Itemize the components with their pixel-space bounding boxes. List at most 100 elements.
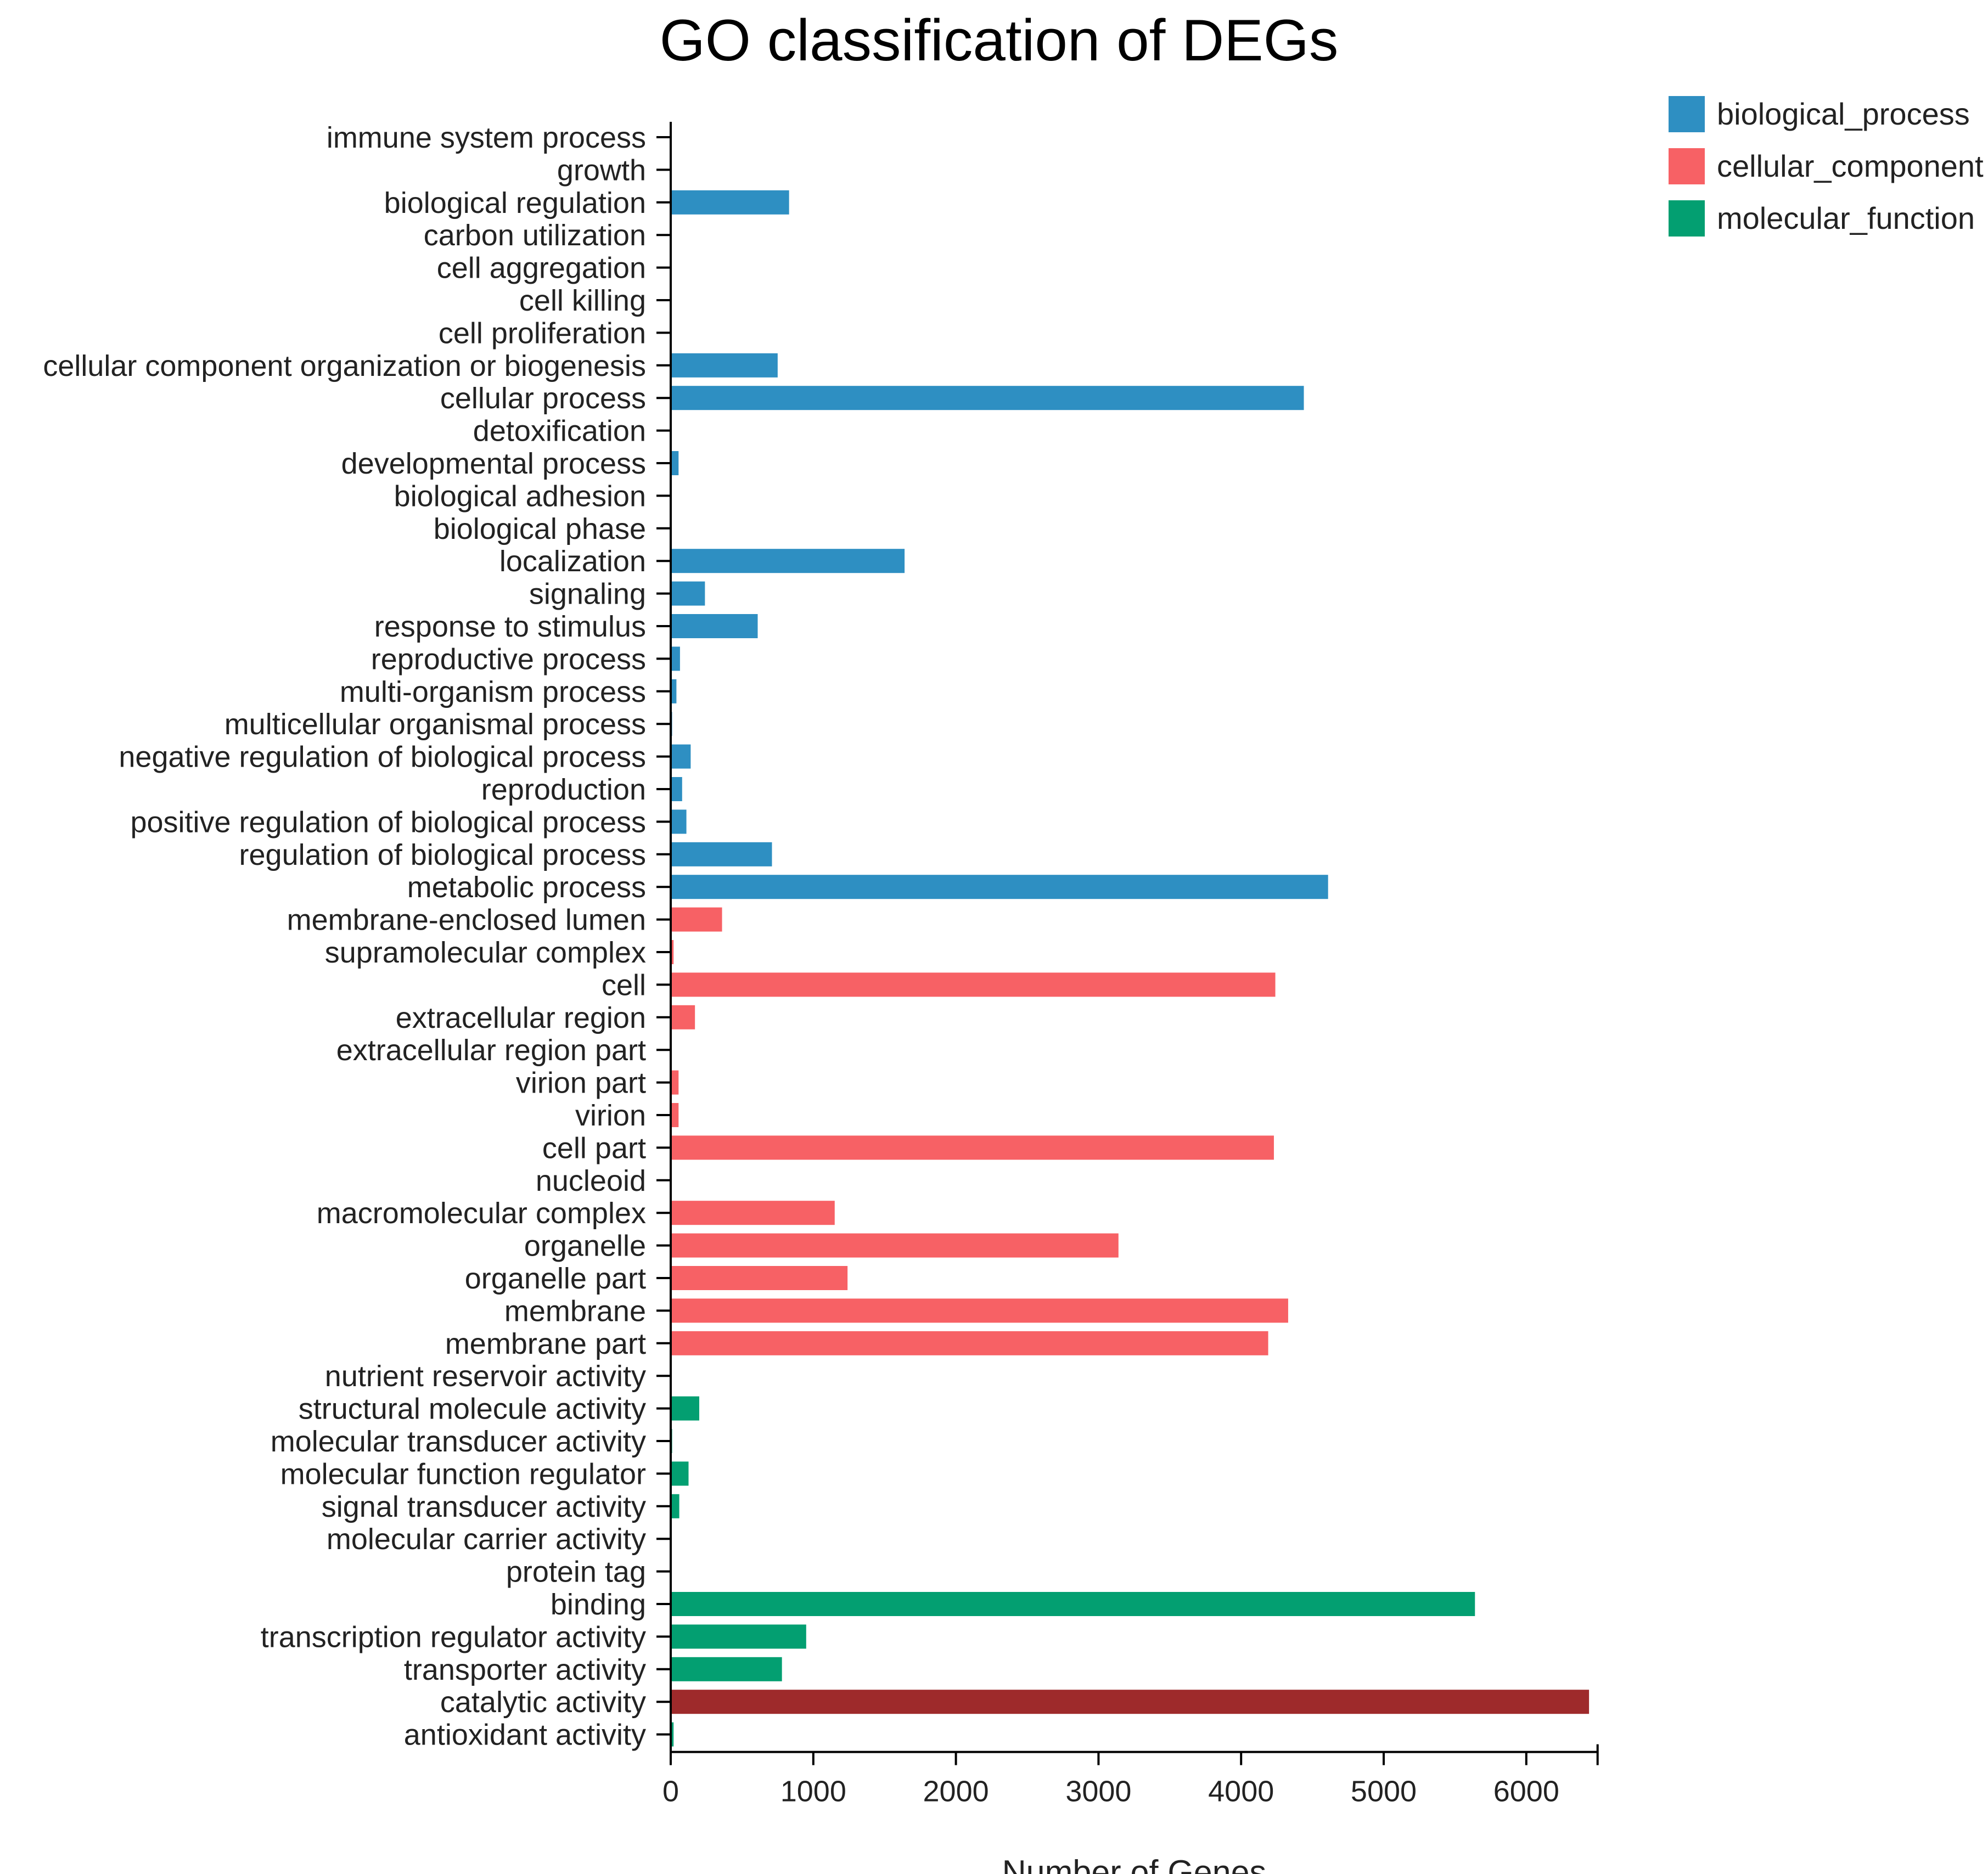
bar-11 [671,451,679,475]
bar-40 [671,1396,699,1421]
bar-15 [671,581,705,606]
category-label: localization [499,545,646,578]
category-label: molecular transducer activity [271,1425,646,1458]
category-label: detoxification [473,415,646,448]
bar-24 [671,875,1328,899]
category-label: transcription regulator activity [261,1620,646,1653]
category-label: virion part [516,1067,646,1100]
category-label: multicellular organismal process [224,708,646,741]
bar-48 [671,1657,782,1681]
category-label: supramolecular complex [325,936,646,969]
category-label: cell aggregation [437,252,646,285]
x-axis-ticks: 0 1000 2000 3000 4000 5000 6000 [662,1744,1599,1808]
bar-36 [671,1266,848,1290]
bar-43 [671,1494,679,1518]
category-label: organelle part [465,1262,646,1295]
legend-label: cellular_component [1717,149,1984,183]
category-label: antioxidant activity [404,1719,646,1752]
category-label: reproduction [481,773,646,806]
bar-37 [671,1298,1288,1323]
bar-20 [671,744,691,769]
category-label: nutrient reservoir activity [325,1360,646,1393]
x-axis-title: Number of Genes [1002,1854,1266,1874]
bar-35 [671,1233,1119,1258]
legend-label: molecular_function [1717,201,1975,235]
bar-26 [671,940,674,964]
bar-25 [671,907,722,932]
bar-34 [671,1201,835,1225]
category-label: biological adhesion [394,480,646,513]
bar-9 [671,386,1304,410]
category-label: cellular component organization or bioge… [43,350,646,382]
category-label: membrane [504,1295,646,1327]
category-label: biological phase [434,513,646,545]
category-label: multi-organism process [340,676,646,708]
category-label: molecular function regulator [280,1457,646,1490]
category-label: structural molecule activity [299,1393,646,1426]
category-label: biological regulation [384,187,646,220]
category-label: extracellular region [396,1001,646,1034]
legend-swatch-molecular_function [1669,200,1705,237]
legend-label: biological_process [1717,97,1970,131]
bar-23 [671,842,772,866]
category-label: signal transducer activity [322,1490,646,1523]
bar-21 [671,777,682,801]
bar-50 [671,1722,674,1747]
bars-group [671,125,1590,1747]
category-label: cell [602,969,646,1001]
bar-30 [671,1070,679,1095]
bar-49 [671,1690,1590,1714]
bar-27 [671,972,1276,997]
category-label: organelle [524,1230,646,1263]
bar-28 [671,1005,695,1029]
x-tick-label: 5000 [1351,1775,1417,1808]
bar-3 [671,190,789,215]
category-label: membrane-enclosed lumen [287,904,646,937]
bar-22 [671,809,687,834]
category-label: metabolic process [407,871,646,904]
bar-47 [671,1624,806,1649]
legend: biological_process cellular_componentmole… [1669,96,1984,237]
legend-swatch-cellular_component [1669,148,1705,184]
category-label: molecular carrier activity [327,1523,646,1556]
category-label: cellular process [440,382,646,415]
bar-18 [671,679,677,704]
x-tick-label: 0 [662,1775,679,1808]
category-label: immune system process [327,121,646,154]
category-label: carbon utilization [424,219,646,252]
category-label: negative regulation of biological proces… [119,741,646,774]
category-label: reproductive process [371,643,646,676]
category-label: nucleoid [536,1164,646,1197]
category-label: protein tag [506,1556,646,1589]
x-tick-label: 3000 [1065,1775,1131,1808]
category-label: transporter activity [404,1653,646,1686]
category-label: macromolecular complex [317,1197,646,1230]
category-label: catalytic activity [440,1686,646,1719]
x-tick-label: 4000 [1208,1775,1274,1808]
y-axis-ticks [656,136,671,1736]
category-label: cell part [542,1132,646,1164]
x-tick-label: 6000 [1493,1775,1559,1808]
bar-38 [671,1331,1268,1355]
bar-32 [671,1135,1274,1160]
bar-42 [671,1461,689,1486]
category-label: cell proliferation [439,317,646,350]
category-label: developmental process [341,447,646,480]
category-label: cell killing [519,284,646,317]
category-label: regulation of biological process [239,838,646,871]
category-label: membrane part [445,1327,646,1360]
category-label: virion [575,1099,646,1132]
legend-swatch-biological_process [1669,96,1705,132]
bar-14 [671,549,905,573]
bar-31 [671,1103,679,1127]
bar-16 [671,614,758,638]
category-label: signaling [529,578,646,611]
category-label: binding [551,1588,646,1621]
category-label: response to stimulus [374,610,646,643]
category-label: growth [557,154,646,187]
chart-title: GO classification of DEGs [660,7,1339,73]
bar-17 [671,646,680,671]
category-label: positive regulation of biological proces… [130,806,646,838]
